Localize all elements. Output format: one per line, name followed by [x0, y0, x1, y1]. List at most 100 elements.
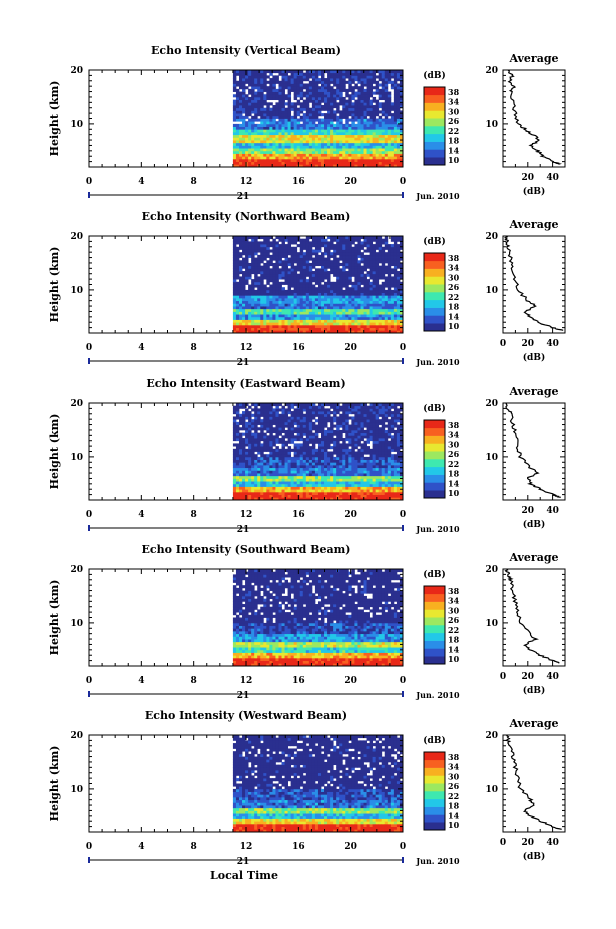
- heatmap-cell: [242, 459, 246, 463]
- heatmap-cell: [369, 75, 374, 79]
- heatmap-cell: [308, 454, 313, 458]
- heatmap-cell: [290, 83, 295, 87]
- heatmap-cell: [387, 306, 392, 310]
- heatmap-cell: [393, 80, 398, 84]
- profile-x-tick-label: 20: [522, 173, 535, 183]
- heatmap-cell: [263, 131, 267, 136]
- heatmap-cell: [354, 303, 358, 307]
- heatmap-cell: [330, 137, 334, 141]
- heatmap-cell: [269, 314, 273, 318]
- heatmap-cell: [269, 459, 273, 463]
- heatmap-cell: [366, 254, 370, 258]
- heatmap-cell: [281, 292, 285, 296]
- heatmap-cell: [266, 440, 270, 444]
- heatmap-cell: [245, 70, 249, 74]
- heatmap-cell: [302, 303, 307, 307]
- heatmap-cell: [387, 142, 392, 146]
- heatmap-cell: [351, 254, 355, 258]
- heatmap-cell: [311, 91, 316, 95]
- heatmap-cell: [260, 260, 264, 264]
- heatmap-cell: [302, 78, 307, 82]
- heatmap-cell: [396, 252, 401, 256]
- heatmap-cell: [333, 161, 337, 165]
- heatmap-cell: [263, 110, 267, 114]
- heatmap-cell: [293, 324, 298, 329]
- heatmap-cell: [278, 438, 282, 442]
- heatmap-cell: [260, 411, 264, 415]
- heatmap-cell: [257, 297, 261, 302]
- heatmap-cell: [393, 287, 398, 291]
- heatmap-cell: [360, 113, 364, 117]
- heatmap-cell: [284, 462, 288, 466]
- heatmap-cell: [387, 102, 392, 106]
- heatmap-cell: [369, 330, 374, 334]
- heatmap-cell: [284, 72, 288, 76]
- heatmap-cell: [366, 118, 370, 122]
- heatmap-cell: [299, 281, 304, 285]
- heatmap-cell: [278, 281, 282, 285]
- heatmap-cell: [327, 161, 331, 165]
- heatmap-cell: [305, 257, 310, 261]
- heatmap-cell: [251, 421, 255, 425]
- heatmap-cell: [333, 295, 337, 299]
- heatmap-cell: [387, 273, 392, 277]
- heatmap-cell: [314, 105, 319, 109]
- heatmap-cell: [393, 252, 398, 256]
- heatmap-cell: [238, 405, 243, 409]
- heatmap-cell: [308, 262, 313, 267]
- heatmap-cell: [245, 236, 249, 240]
- heatmap-cell: [345, 262, 349, 267]
- heatmap-cell: [327, 287, 331, 291]
- heatmap-cell: [254, 475, 258, 479]
- x-tick-label: 16: [292, 343, 305, 353]
- profile-y-tick-label: 10: [485, 286, 498, 296]
- heatmap-cell: [378, 271, 383, 275]
- heatmap-cell: [299, 134, 304, 138]
- heatmap-cell: [269, 142, 273, 146]
- heatmap-cell: [375, 110, 380, 114]
- heatmap-cell: [366, 306, 370, 310]
- heatmap-cell: [390, 236, 395, 240]
- heatmap-cell: [354, 150, 358, 154]
- heatmap-cell: [369, 271, 374, 275]
- heatmap-cell: [290, 75, 295, 79]
- heatmap-cell: [390, 268, 395, 272]
- heatmap-cell: [266, 158, 270, 163]
- heatmap-cell: [296, 123, 301, 127]
- heatmap-cell: [232, 94, 237, 98]
- heatmap-cell: [381, 238, 386, 242]
- heatmap-cell: [305, 164, 310, 168]
- heatmap-cell: [387, 75, 392, 79]
- heatmap-cell: [272, 411, 276, 415]
- heatmap-cell: [305, 330, 310, 334]
- heatmap-cell: [290, 276, 295, 280]
- heatmap-cell: [266, 86, 270, 90]
- heatmap-cell: [381, 113, 386, 117]
- heatmap-cell: [317, 322, 322, 326]
- heatmap-cell: [387, 80, 392, 84]
- heatmap-cell: [330, 319, 334, 323]
- heatmap-cell: [336, 284, 340, 288]
- heatmap-cell: [232, 470, 237, 474]
- heatmap-cell: [238, 96, 243, 101]
- heatmap-cell: [238, 284, 243, 288]
- heatmap-cell: [272, 289, 276, 293]
- heatmap-cell: [311, 297, 316, 302]
- heatmap-cell: [269, 134, 273, 138]
- heatmap-cell: [399, 284, 404, 288]
- heatmap-cell: [339, 262, 343, 267]
- heatmap-cell: [375, 70, 380, 74]
- heatmap-cell: [235, 456, 240, 460]
- heatmap-cell: [372, 72, 377, 76]
- heatmap-cell: [384, 91, 389, 95]
- heatmap-cell: [287, 494, 292, 498]
- heatmap-cell: [242, 324, 246, 329]
- heatmap-cell: [272, 107, 276, 111]
- heatmap-cell: [242, 467, 246, 471]
- heatmap-cell: [269, 287, 273, 291]
- heatmap-cell: [281, 411, 285, 415]
- heatmap-cell: [235, 481, 240, 485]
- heatmap-cell: [360, 316, 364, 320]
- heatmap-cell: [363, 287, 367, 291]
- heatmap-cell: [242, 454, 246, 458]
